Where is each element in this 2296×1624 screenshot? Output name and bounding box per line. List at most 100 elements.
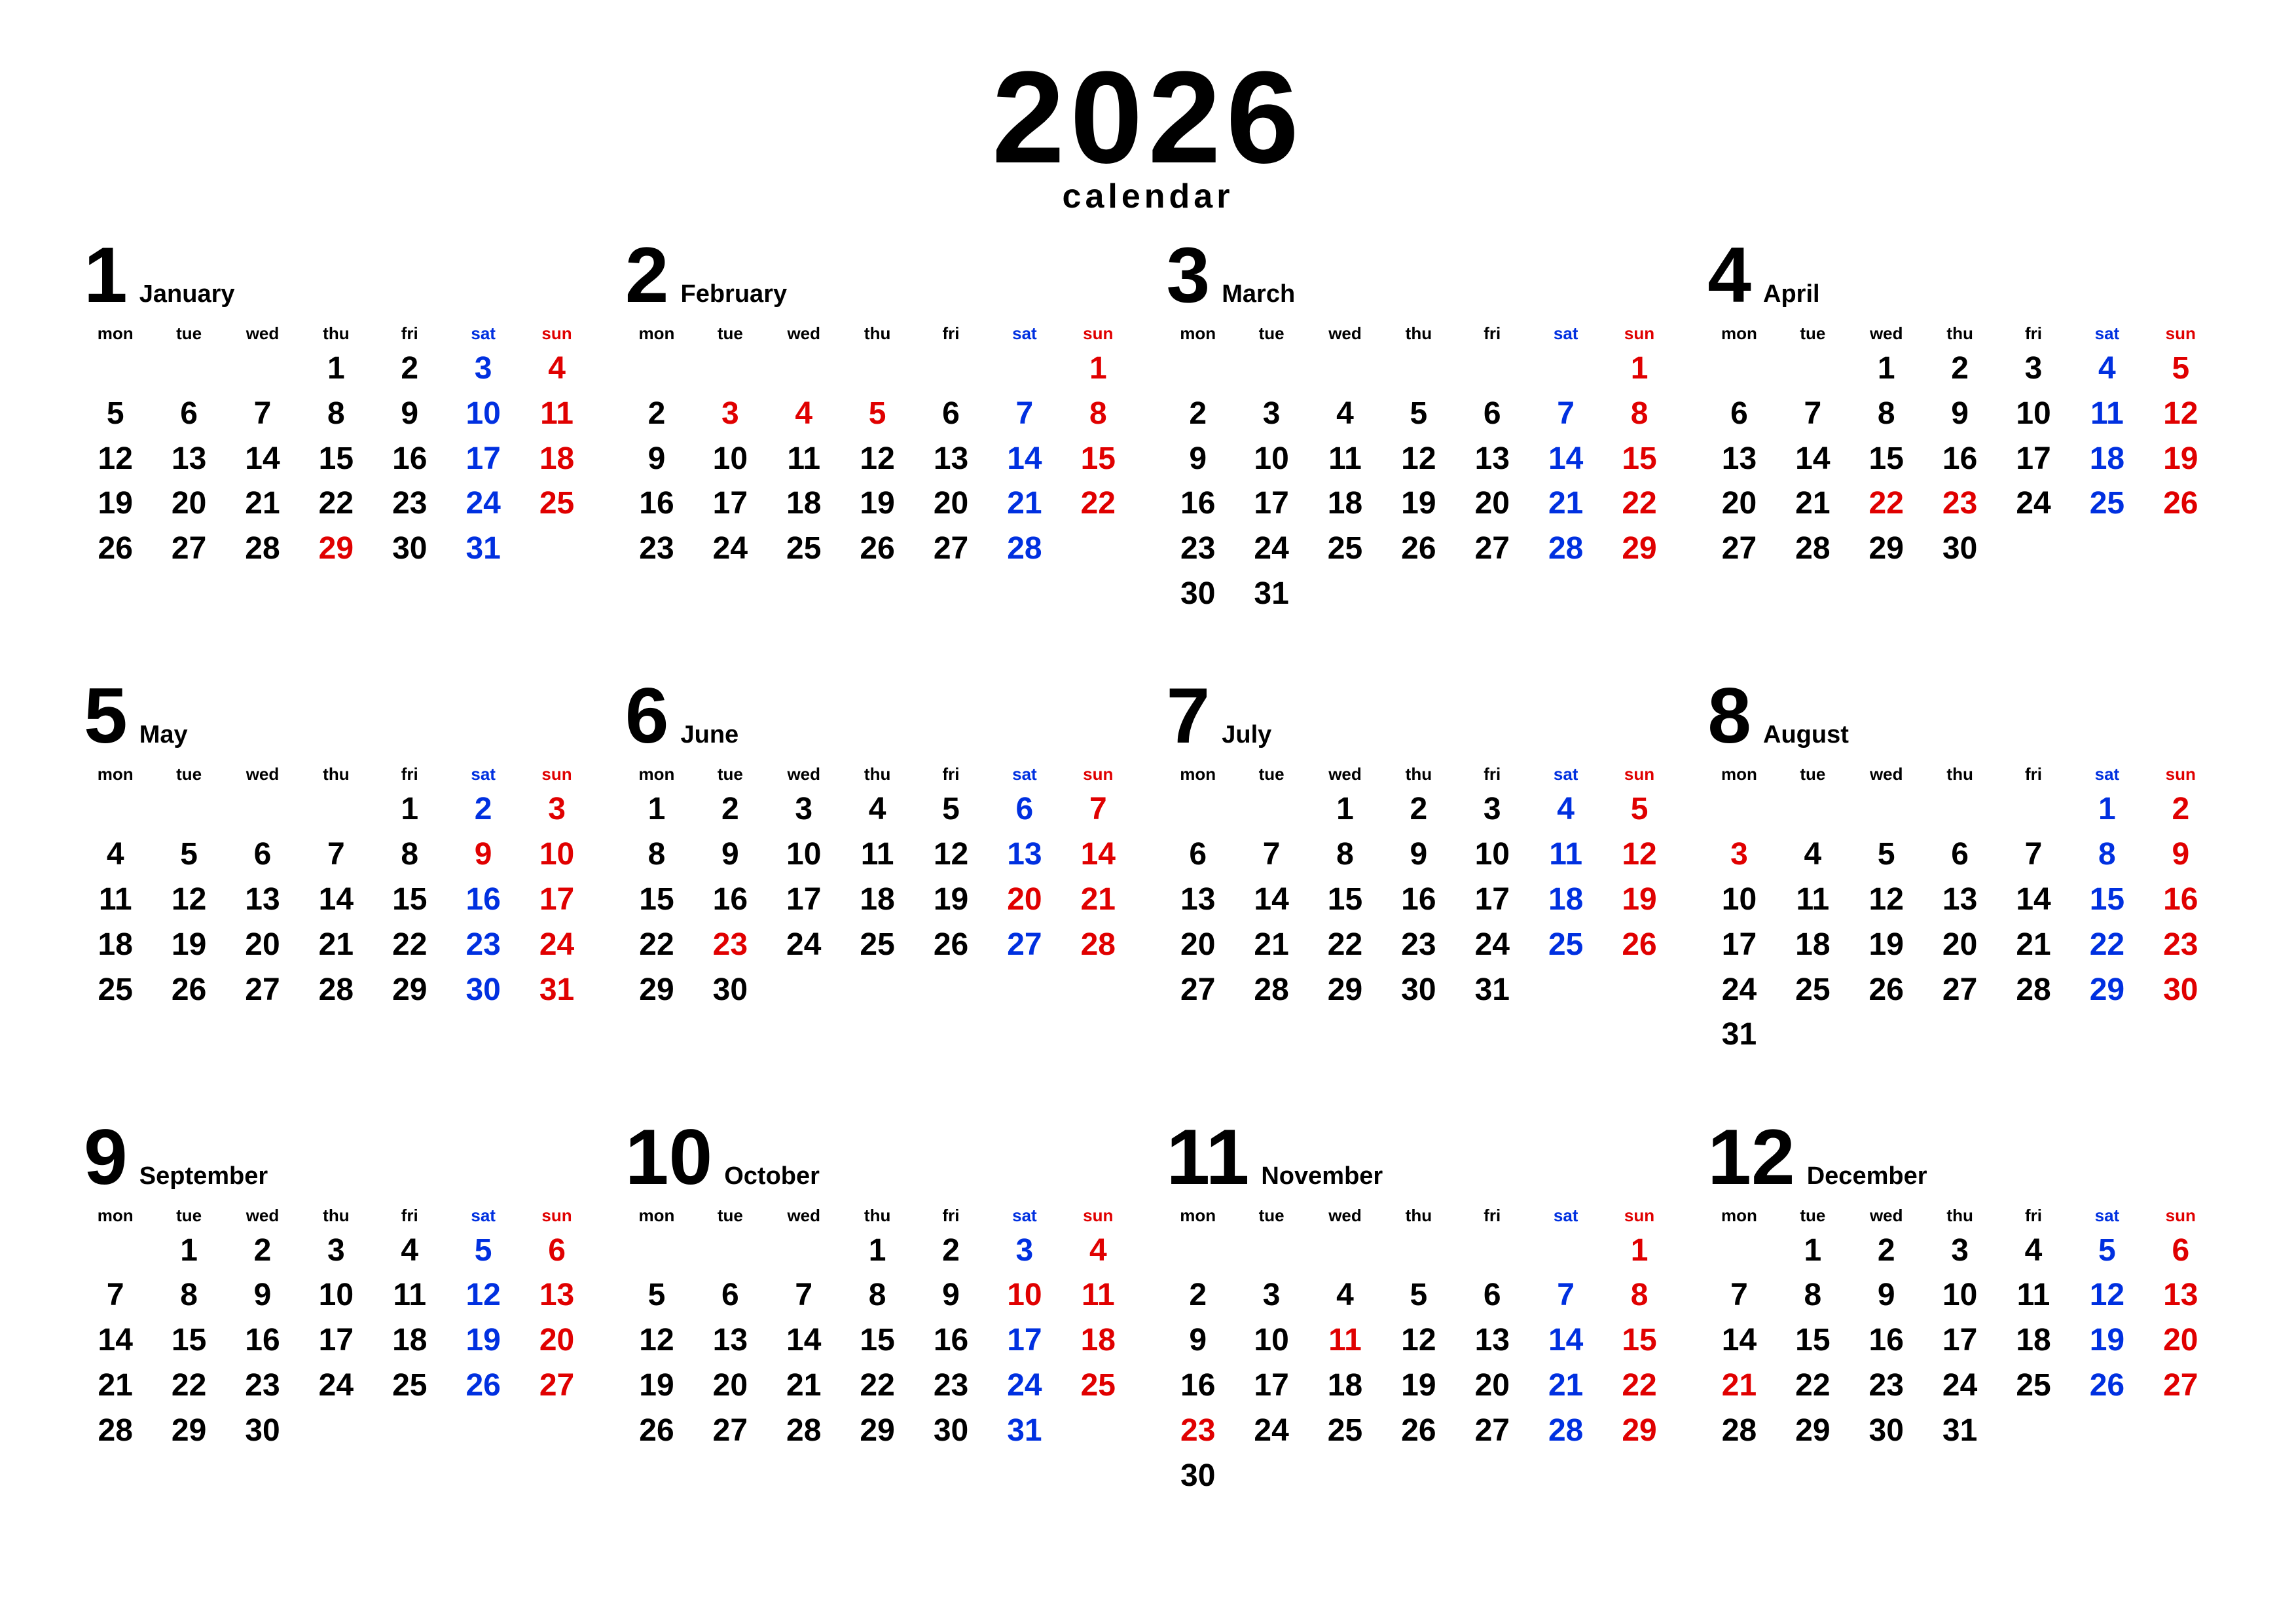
week-row: 24252627282930 bbox=[1702, 968, 2217, 1013]
dow-row: montuewedthufrisatsun bbox=[1702, 760, 2217, 787]
dow-label: sun bbox=[2144, 320, 2217, 346]
week-row: 11121314151617 bbox=[79, 877, 594, 923]
dow-label: mon bbox=[1702, 1202, 1776, 1228]
week-row: 0000001 bbox=[1161, 346, 1677, 392]
dow-label: wed bbox=[1308, 320, 1381, 346]
dow-label: wed bbox=[226, 760, 299, 787]
day-cell: 29 bbox=[1308, 968, 1381, 1013]
week-row: 2627282930310 bbox=[79, 526, 594, 572]
day-cell: 23 bbox=[914, 1363, 987, 1409]
week-row: 567891011 bbox=[620, 1273, 1135, 1318]
day-cell: 5 bbox=[1382, 392, 1455, 437]
day-cell: 16 bbox=[1161, 481, 1235, 526]
months-grid: 1Januarymontuewedthufrisatsun00012345678… bbox=[79, 236, 2217, 1519]
day-cell: 21 bbox=[226, 481, 299, 526]
day-cell: 23 bbox=[1850, 1363, 1923, 1409]
day-cell: 21 bbox=[299, 923, 373, 968]
week-row: 567891011 bbox=[79, 392, 594, 437]
month-number: 2 bbox=[625, 236, 669, 314]
dow-label: sun bbox=[1061, 320, 1135, 346]
month-number: 11 bbox=[1167, 1118, 1250, 1196]
day-cell: 23 bbox=[693, 923, 767, 968]
month-number: 10 bbox=[625, 1118, 712, 1196]
day-cell: 26 bbox=[1850, 968, 1923, 1013]
day-cell: 10 bbox=[1235, 437, 1308, 482]
day-cell: 6 bbox=[693, 1273, 767, 1318]
day-cell: 15 bbox=[1603, 1318, 1676, 1363]
day-cell: 3 bbox=[1923, 1228, 1996, 1274]
dow-label: mon bbox=[1161, 760, 1235, 787]
day-cell: 15 bbox=[1308, 877, 1381, 923]
month-header: 7July bbox=[1161, 676, 1677, 755]
month-number: 7 bbox=[1167, 676, 1211, 755]
month-header: 1January bbox=[79, 236, 594, 314]
day-cell: 10 bbox=[520, 832, 593, 877]
month-name: March bbox=[1222, 280, 1295, 308]
day-cell: 11 bbox=[1997, 1273, 2070, 1318]
day-cell: 13 bbox=[1702, 437, 1776, 482]
day-cell: 19 bbox=[1603, 877, 1676, 923]
day-cell: 28 bbox=[1776, 526, 1850, 572]
dow-label: thu bbox=[1923, 1202, 1996, 1228]
day-cell: 5 bbox=[1603, 787, 1676, 832]
day-cell: 12 bbox=[79, 437, 152, 482]
day-cell: 31 bbox=[1923, 1409, 1996, 1454]
day-cell: 8 bbox=[1061, 392, 1135, 437]
day-cell: 7 bbox=[79, 1273, 152, 1318]
day-cell: 7 bbox=[226, 392, 299, 437]
day-cell: 6 bbox=[152, 392, 225, 437]
day-cell: 12 bbox=[152, 877, 225, 923]
day-cell: 6 bbox=[1455, 392, 1529, 437]
day-cell: 31 bbox=[988, 1409, 1061, 1454]
day-cell: 26 bbox=[1382, 526, 1455, 572]
week-row: 16171819202122 bbox=[1161, 1363, 1677, 1409]
week-row: 0000001 bbox=[1161, 1228, 1677, 1274]
day-cell: 13 bbox=[1161, 877, 1235, 923]
dow-label: fri bbox=[373, 320, 446, 346]
day-cell: 3 bbox=[1702, 832, 1776, 877]
week-row: 10111213141516 bbox=[1702, 877, 2217, 923]
day-cell: 13 bbox=[520, 1273, 593, 1318]
day-cell: 8 bbox=[1850, 392, 1923, 437]
day-cell: 17 bbox=[1997, 437, 2070, 482]
day-cell: 9 bbox=[693, 832, 767, 877]
month-header: 4April bbox=[1702, 236, 2217, 314]
day-cell: 10 bbox=[1997, 392, 2070, 437]
day-cell: 21 bbox=[767, 1363, 841, 1409]
day-cell: 22 bbox=[841, 1363, 914, 1409]
day-cell: 18 bbox=[841, 877, 914, 923]
day-cell: 22 bbox=[373, 923, 446, 968]
day-cell: 14 bbox=[1529, 437, 1602, 482]
day-cell: 24 bbox=[1455, 923, 1529, 968]
day-cell: 6 bbox=[1702, 392, 1776, 437]
dow-label: wed bbox=[1308, 760, 1381, 787]
month-header: 8August bbox=[1702, 676, 2217, 755]
day-cell: 9 bbox=[2144, 832, 2217, 877]
day-cell: 7 bbox=[1702, 1273, 1776, 1318]
month-header: 6June bbox=[620, 676, 1135, 755]
month-block: 4Aprilmontuewedthufrisatsun0012345678910… bbox=[1702, 236, 2217, 637]
day-cell: 9 bbox=[1923, 392, 1996, 437]
day-cell: 25 bbox=[79, 968, 152, 1013]
day-cell: 17 bbox=[520, 877, 593, 923]
day-cell: 26 bbox=[2144, 481, 2217, 526]
dow-label: sat bbox=[2070, 760, 2143, 787]
day-cell: 15 bbox=[373, 877, 446, 923]
day-cell: 11 bbox=[767, 437, 841, 482]
dow-label: thu bbox=[299, 320, 373, 346]
month-number: 9 bbox=[84, 1118, 128, 1196]
week-row: 21222324252627 bbox=[79, 1363, 594, 1409]
day-cell: 9 bbox=[620, 437, 693, 482]
day-cell: 28 bbox=[1529, 1409, 1602, 1454]
day-cell: 12 bbox=[914, 832, 987, 877]
day-cell: 18 bbox=[2070, 437, 2143, 482]
day-cell: 17 bbox=[1235, 481, 1308, 526]
day-cell: 27 bbox=[2144, 1363, 2217, 1409]
week-row: 45678910 bbox=[79, 832, 594, 877]
day-cell: 15 bbox=[152, 1318, 225, 1363]
day-cell: 20 bbox=[988, 877, 1061, 923]
day-cell: 9 bbox=[373, 392, 446, 437]
day-cell: 27 bbox=[988, 923, 1061, 968]
day-cell: 8 bbox=[841, 1273, 914, 1318]
day-cell: 15 bbox=[1776, 1318, 1850, 1363]
